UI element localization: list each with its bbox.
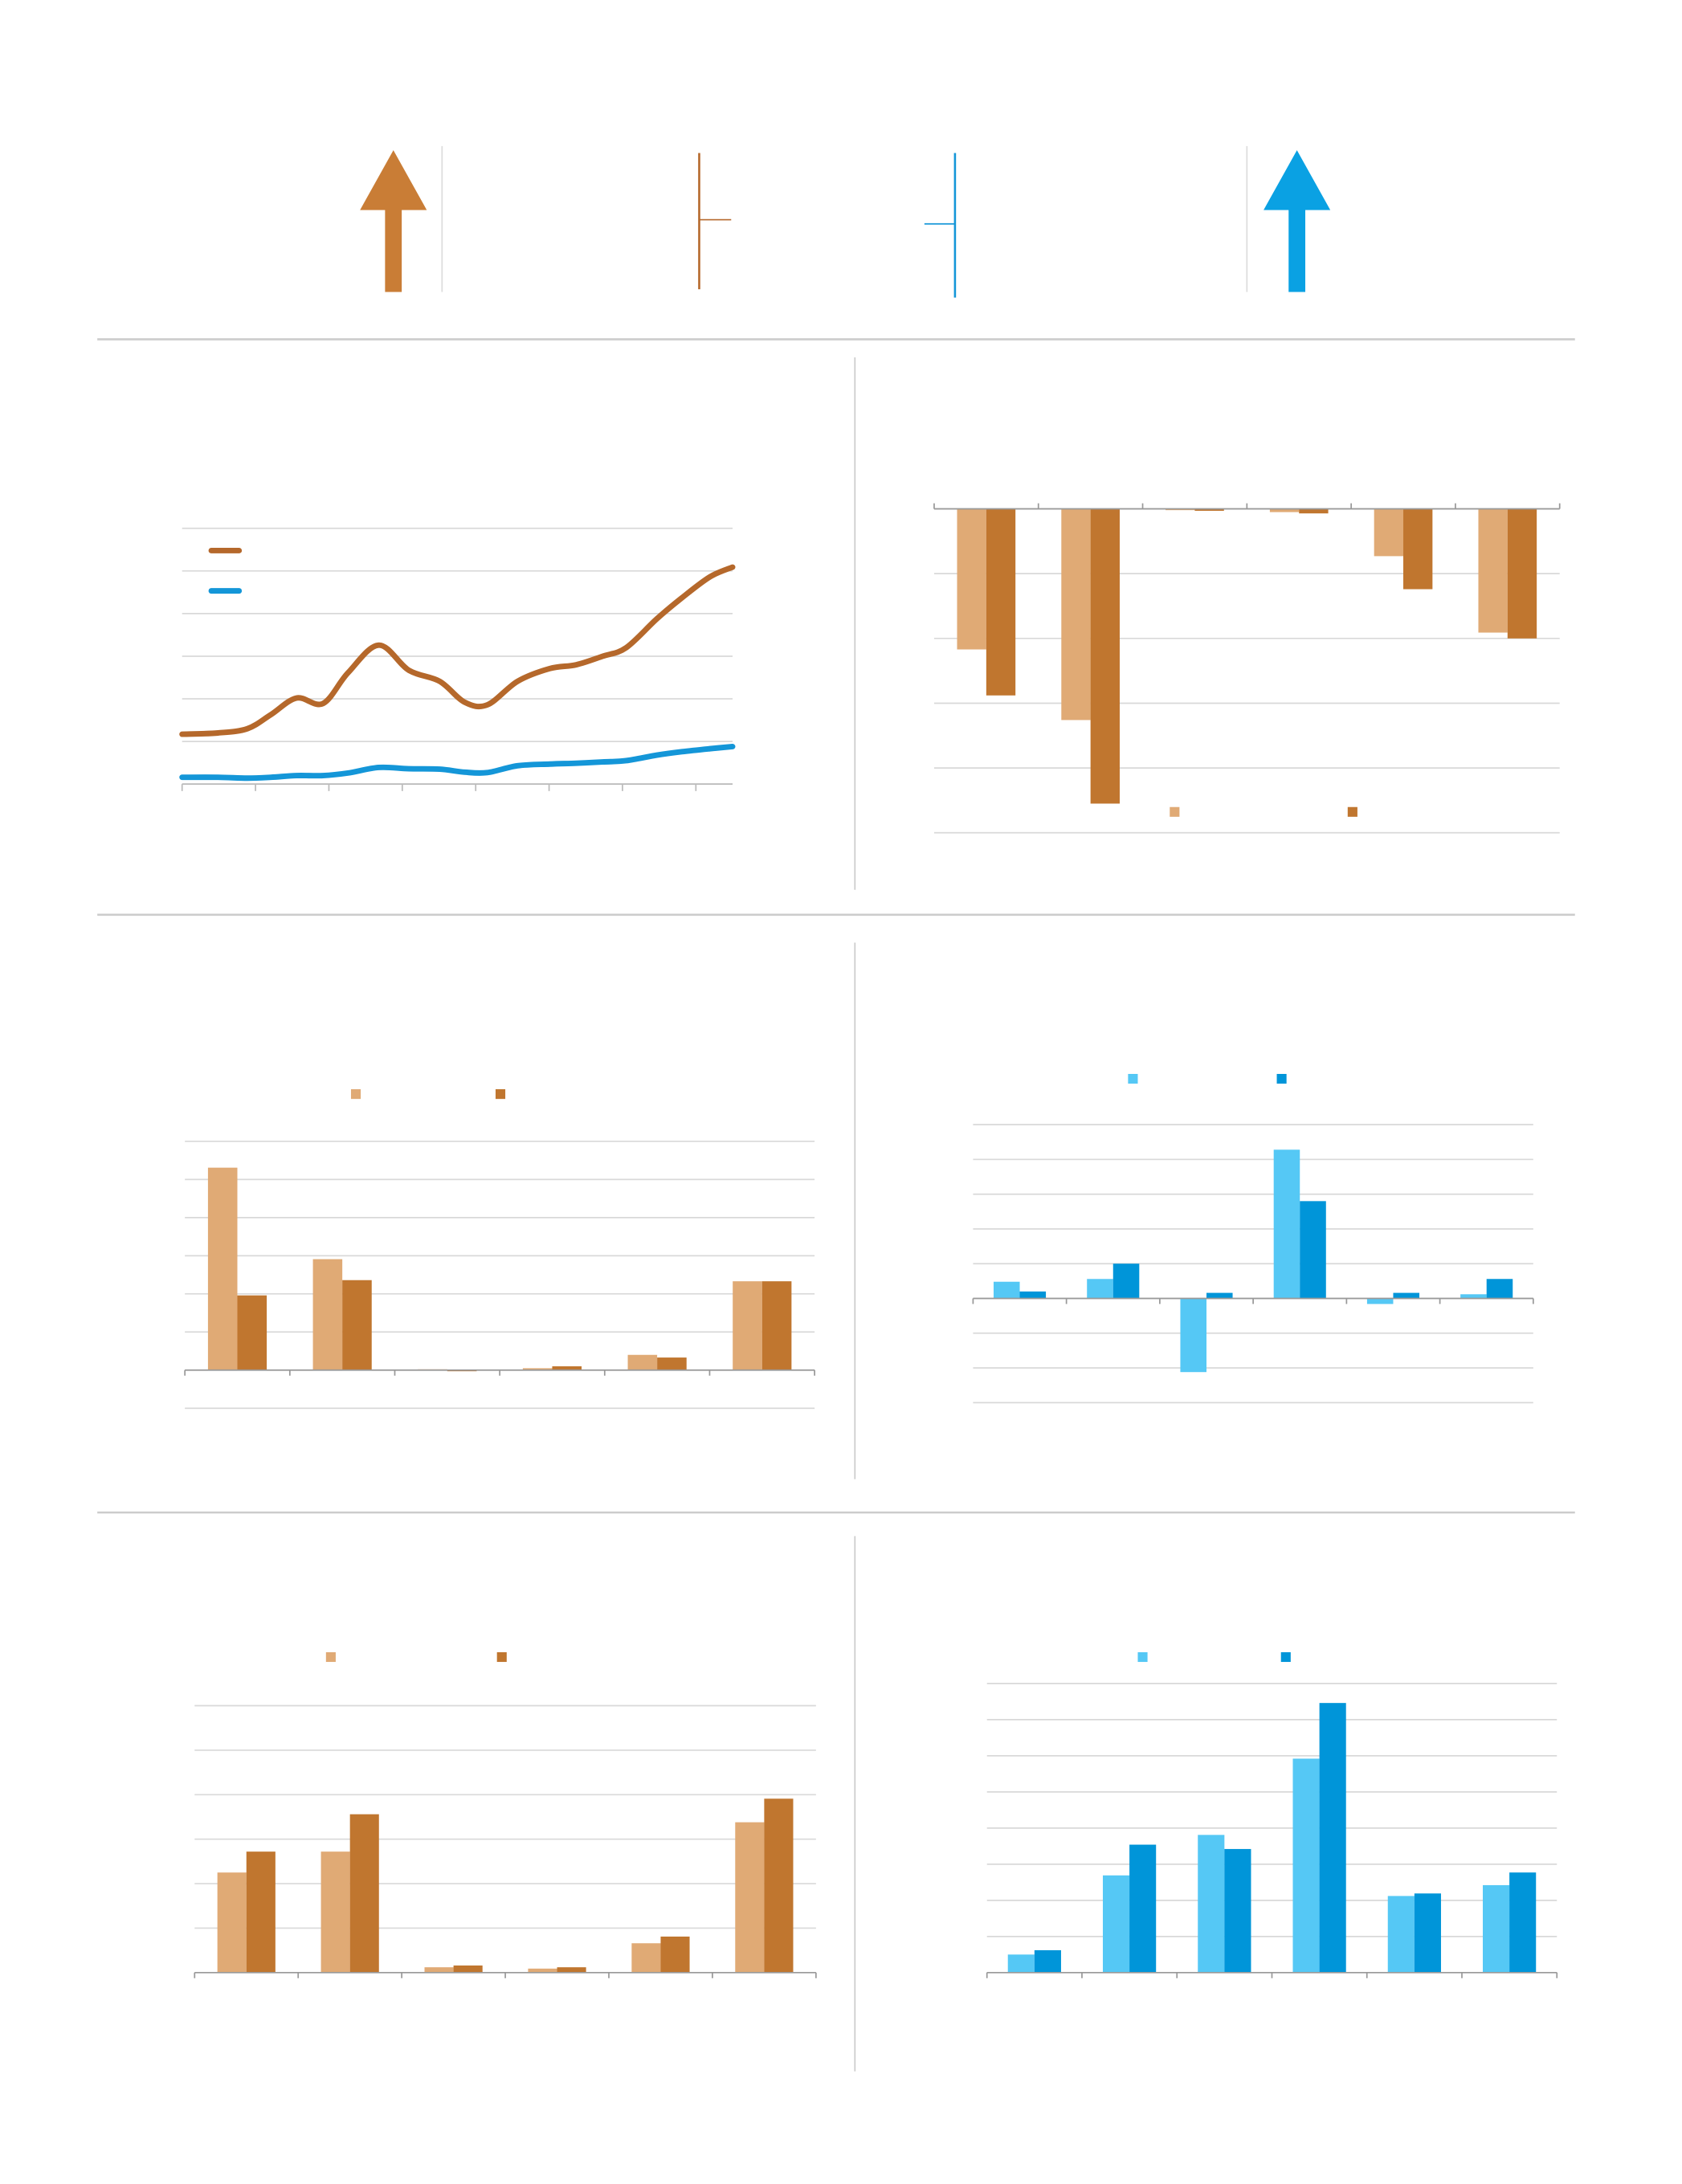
bar	[1269, 508, 1300, 512]
bar	[1007, 1954, 1035, 1973]
bar	[1486, 1279, 1513, 1299]
bar	[627, 1354, 658, 1370]
line-series	[179, 744, 736, 782]
bar	[1102, 1875, 1130, 1973]
bar	[552, 1366, 582, 1370]
bar	[657, 1357, 687, 1370]
bar	[1087, 1279, 1113, 1299]
legend-swatch	[1276, 1074, 1287, 1084]
bar	[761, 1281, 792, 1370]
bar	[1460, 1294, 1487, 1299]
bar	[1507, 508, 1537, 639]
bar	[1387, 1896, 1415, 1973]
legend-swatch	[350, 1089, 361, 1100]
bar	[1090, 508, 1120, 804]
legend-swatch	[495, 1089, 506, 1100]
bar	[986, 508, 1016, 696]
bar	[764, 1798, 794, 1973]
legend-swatch	[1128, 1074, 1138, 1084]
bar	[320, 1851, 350, 1973]
bar	[631, 1943, 661, 1973]
bar	[1129, 1844, 1157, 1973]
bar	[660, 1936, 690, 1973]
bar	[1198, 1835, 1225, 1973]
bar	[735, 1822, 765, 1973]
legend-swatch	[325, 1651, 336, 1663]
bar	[1483, 1884, 1510, 1973]
bar	[237, 1295, 267, 1370]
bar	[1299, 508, 1329, 514]
bar	[1194, 508, 1224, 511]
bar	[1478, 508, 1508, 633]
bar	[528, 1968, 557, 1973]
legend-swatch	[1280, 1651, 1291, 1663]
bar	[1374, 508, 1404, 557]
up-arrow	[360, 150, 427, 292]
legend-swatch	[1347, 806, 1357, 817]
bar	[1019, 1291, 1047, 1299]
bar	[522, 1368, 553, 1370]
bar	[733, 1281, 762, 1370]
bar	[1034, 1949, 1061, 1973]
bar	[453, 1965, 483, 1973]
legend-swatch	[1170, 806, 1180, 817]
bar	[1206, 1292, 1233, 1299]
bar	[957, 508, 986, 650]
bar	[993, 1281, 1020, 1299]
legend-swatch	[496, 1651, 507, 1663]
bar	[1180, 1298, 1206, 1373]
bar	[1061, 508, 1091, 721]
bar	[1112, 1263, 1140, 1299]
bar	[1393, 1292, 1420, 1299]
bar	[424, 1967, 454, 1973]
bar	[1224, 1848, 1251, 1973]
bar	[342, 1280, 372, 1370]
bar	[1300, 1201, 1326, 1299]
line-series	[179, 564, 736, 737]
bar	[1319, 1703, 1346, 1973]
bar	[1366, 1298, 1394, 1304]
bar	[1403, 508, 1433, 590]
bar	[312, 1259, 343, 1370]
bar	[1509, 1872, 1537, 1973]
bar	[349, 1814, 379, 1973]
up-arrow	[1264, 150, 1331, 292]
bar	[1273, 1149, 1300, 1299]
bar	[1292, 1758, 1320, 1973]
bar	[217, 1872, 247, 1973]
bar	[557, 1967, 586, 1973]
legend-swatch	[1137, 1651, 1148, 1663]
bar	[207, 1167, 238, 1370]
bar	[1414, 1893, 1441, 1973]
bar	[246, 1851, 276, 1973]
